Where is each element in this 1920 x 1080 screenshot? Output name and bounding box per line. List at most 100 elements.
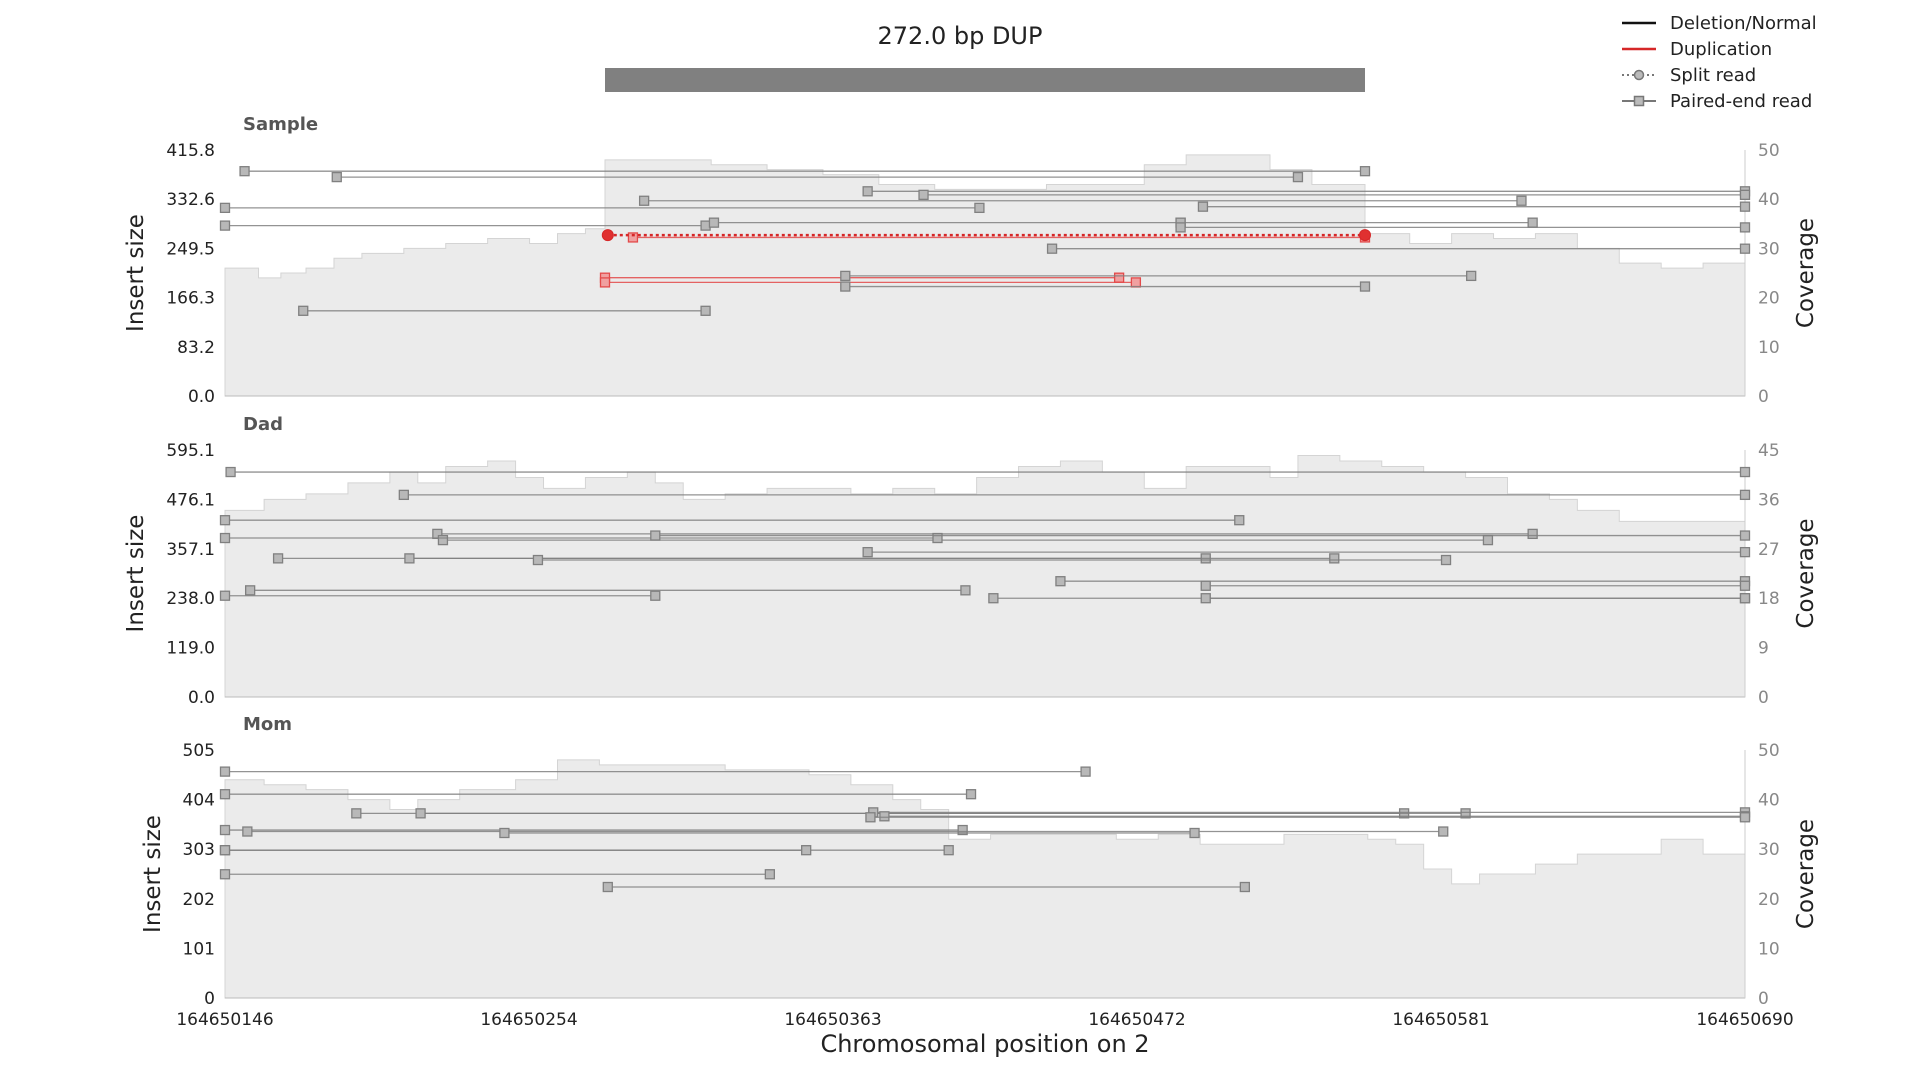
y-axis-label: Insert size (123, 515, 149, 633)
paired-end-read (840, 270, 1477, 282)
y-tick-label: 332.6 (166, 190, 215, 210)
paired-end-marker (1466, 270, 1477, 282)
paired-end-marker (1329, 553, 1340, 564)
paired-end-marker (840, 281, 851, 292)
paired-end-marker (219, 824, 231, 836)
paired-end-marker (219, 202, 231, 214)
paired-end-read (532, 554, 1452, 566)
paired-end-marker (627, 232, 639, 243)
paired-end-marker (918, 189, 929, 200)
paired-end-marker (1113, 272, 1125, 283)
paired-end-marker (331, 171, 342, 183)
legend-label: Deletion/Normal (1670, 12, 1817, 34)
paired-end-marker (1527, 217, 1538, 228)
paired-end-marker (1739, 580, 1751, 591)
paired-end-marker (1739, 189, 1751, 200)
x-axis-label: Chromosomal position on 2 (820, 1030, 1150, 1058)
legend: Deletion/Normal Duplication Split read P… (1620, 10, 1817, 114)
paired-end-marker (960, 585, 971, 596)
paired-end-marker (272, 553, 284, 564)
y-axis-label: Insert size (140, 815, 166, 933)
paired-end-read (1197, 201, 1751, 212)
paired-end-marker (219, 590, 231, 601)
paired-end-read (499, 827, 1200, 839)
panel-sample: 0.0 83.2 166.3 249.5 332.6 415.8 0 10 20 30 40 50 Sa… (123, 114, 1819, 407)
paired-end-marker (1739, 812, 1751, 823)
paired-end-marker (1438, 826, 1449, 837)
y2-tick-label: 45 (1758, 441, 1780, 461)
paired-end-marker (1200, 580, 1211, 591)
paired-end-marker (532, 554, 544, 566)
paired-end-marker (1440, 554, 1452, 566)
y-tick-label: 0.0 (188, 688, 215, 708)
legend-entry-deletion-normal: Deletion/Normal (1620, 10, 1817, 36)
y2-tick-label: 30 (1758, 239, 1780, 259)
split-read-marker (601, 229, 614, 242)
legend-swatch-square-line (1622, 95, 1656, 107)
y2-tick-label: 50 (1758, 741, 1780, 761)
legend-entry-split-read: Split read (1620, 62, 1817, 88)
y2-tick-label: 0 (1758, 989, 1769, 1009)
paired-end-read (219, 532, 943, 544)
paired-end-read (1200, 580, 1751, 591)
panel-mom: 0 101 202 303 404 505 0 10 20 30 40 50 Mom Insert siz… (140, 714, 1819, 1009)
paired-end-read (432, 528, 1538, 540)
paired-end-marker (974, 202, 985, 214)
paired-end-read (242, 826, 1449, 837)
y2-tick-label: 30 (1758, 840, 1780, 860)
paired-end-marker (219, 869, 231, 880)
paired-end-marker (602, 881, 613, 893)
paired-end-read (840, 281, 1371, 292)
split-read-marker (1359, 229, 1371, 242)
paired-end-read (602, 881, 1251, 893)
y-axis-label: Insert size (123, 214, 149, 332)
paired-end-marker (1046, 243, 1058, 254)
y2-tick-label: 20 (1758, 289, 1780, 309)
x-tick-label: 164650690 (1696, 1010, 1793, 1030)
paired-end-marker (1739, 489, 1751, 501)
paired-end-read (1046, 243, 1751, 254)
coverage-area (224, 759, 1746, 999)
y2-tick-label: 18 (1758, 589, 1780, 609)
y2-axis-label: Coverage (1793, 218, 1819, 328)
paired-end-marker (1359, 281, 1371, 292)
paired-end-marker (957, 824, 968, 836)
y2-tick-label: 10 (1758, 338, 1780, 358)
legend-label: Paired-end read (1670, 90, 1813, 112)
paired-end-marker (862, 186, 873, 197)
paired-end-marker (650, 590, 661, 601)
y-tick-label: 0 (204, 989, 215, 1009)
y-tick-label: 303 (183, 840, 215, 860)
paired-end-marker (1359, 166, 1371, 177)
paired-end-marker (700, 220, 711, 231)
paired-end-read (219, 202, 985, 214)
paired-end-marker (219, 845, 231, 856)
paired-end-read (650, 530, 1751, 541)
paired-end-marker (225, 466, 236, 478)
y-tick-label: 249.5 (166, 239, 215, 259)
split-read (601, 229, 1371, 242)
paired-end-marker (1739, 466, 1751, 478)
paired-end-marker (1527, 528, 1538, 540)
paired-end-marker (499, 827, 510, 839)
paired-end-marker (708, 217, 720, 228)
legend-swatch-solid-line (1622, 21, 1656, 25)
paired-end-marker (801, 845, 812, 856)
paired-end-read (219, 590, 661, 601)
x-tick-label: 164650581 (1392, 1010, 1489, 1030)
paired-end-read (298, 305, 711, 316)
paired-end-marker (764, 869, 776, 880)
paired-end-read (219, 766, 1091, 777)
paired-end-marker (351, 808, 362, 819)
y-tick-label: 119.0 (166, 639, 215, 659)
legend-entry-paired-end-read: Paired-end read (1620, 88, 1817, 114)
y-tick-label: 83.2 (177, 338, 215, 358)
paired-end-read (225, 466, 1751, 478)
sv-region-bar (605, 68, 1365, 92)
x-tick-label: 164650472 (1088, 1010, 1185, 1030)
paired-end-read (219, 869, 776, 880)
y-tick-label: 415.8 (166, 141, 215, 161)
paired-end-marker (879, 811, 890, 822)
paired-end-marker (988, 593, 999, 604)
